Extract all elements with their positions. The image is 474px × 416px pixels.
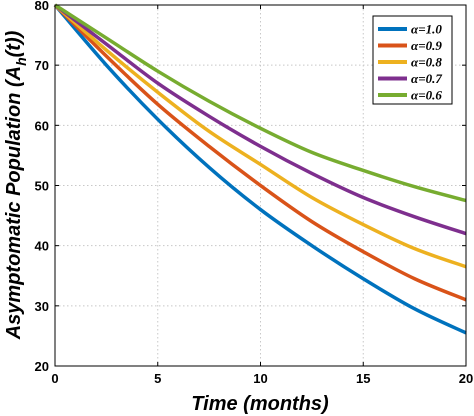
y-axis-title: Asymptomatic Population (Ah(t)) xyxy=(3,30,29,340)
legend-label: α=1.0 xyxy=(411,22,442,37)
legend-label: α=0.6 xyxy=(411,88,442,103)
y-axis-title-end: (t)) xyxy=(3,30,25,57)
y-tick-label: 60 xyxy=(35,118,49,133)
legend-label: α=0.9 xyxy=(411,38,442,53)
x-tick-label: 0 xyxy=(51,371,58,386)
y-tick-label: 40 xyxy=(35,239,49,254)
y-tick-label: 80 xyxy=(35,0,49,13)
y-axis-title-main: Asymptomatic Population (A xyxy=(3,66,25,340)
legend-label: α=0.8 xyxy=(411,55,442,70)
x-tick-label: 15 xyxy=(356,371,370,386)
x-tick-label: 20 xyxy=(459,371,473,386)
x-tick-label: 10 xyxy=(253,371,267,386)
y-tick-label: 30 xyxy=(35,299,49,314)
series-line-5 xyxy=(54,3,467,203)
y-tick-label: 20 xyxy=(35,359,49,374)
y-axis-title-subscript: h xyxy=(13,57,29,66)
axis-ticks: 0 5 10 15 20 20 30 40 50 60 70 80 xyxy=(35,0,474,386)
legend: α=1.0α=0.9 α=0.8α=0.7 α=0.6 xyxy=(372,15,453,105)
x-tick-label: 5 xyxy=(154,371,161,386)
series-lines xyxy=(53,3,467,335)
series-line-1 xyxy=(53,3,467,335)
series-line-3 xyxy=(53,3,467,269)
series-line-4 xyxy=(53,3,467,236)
series-line-2 xyxy=(53,3,467,302)
y-tick-label: 70 xyxy=(35,58,49,73)
x-axis-title: Time (months) xyxy=(191,393,329,415)
legend-label: α=0.7 xyxy=(411,71,442,86)
y-tick-label: 50 xyxy=(35,179,49,194)
